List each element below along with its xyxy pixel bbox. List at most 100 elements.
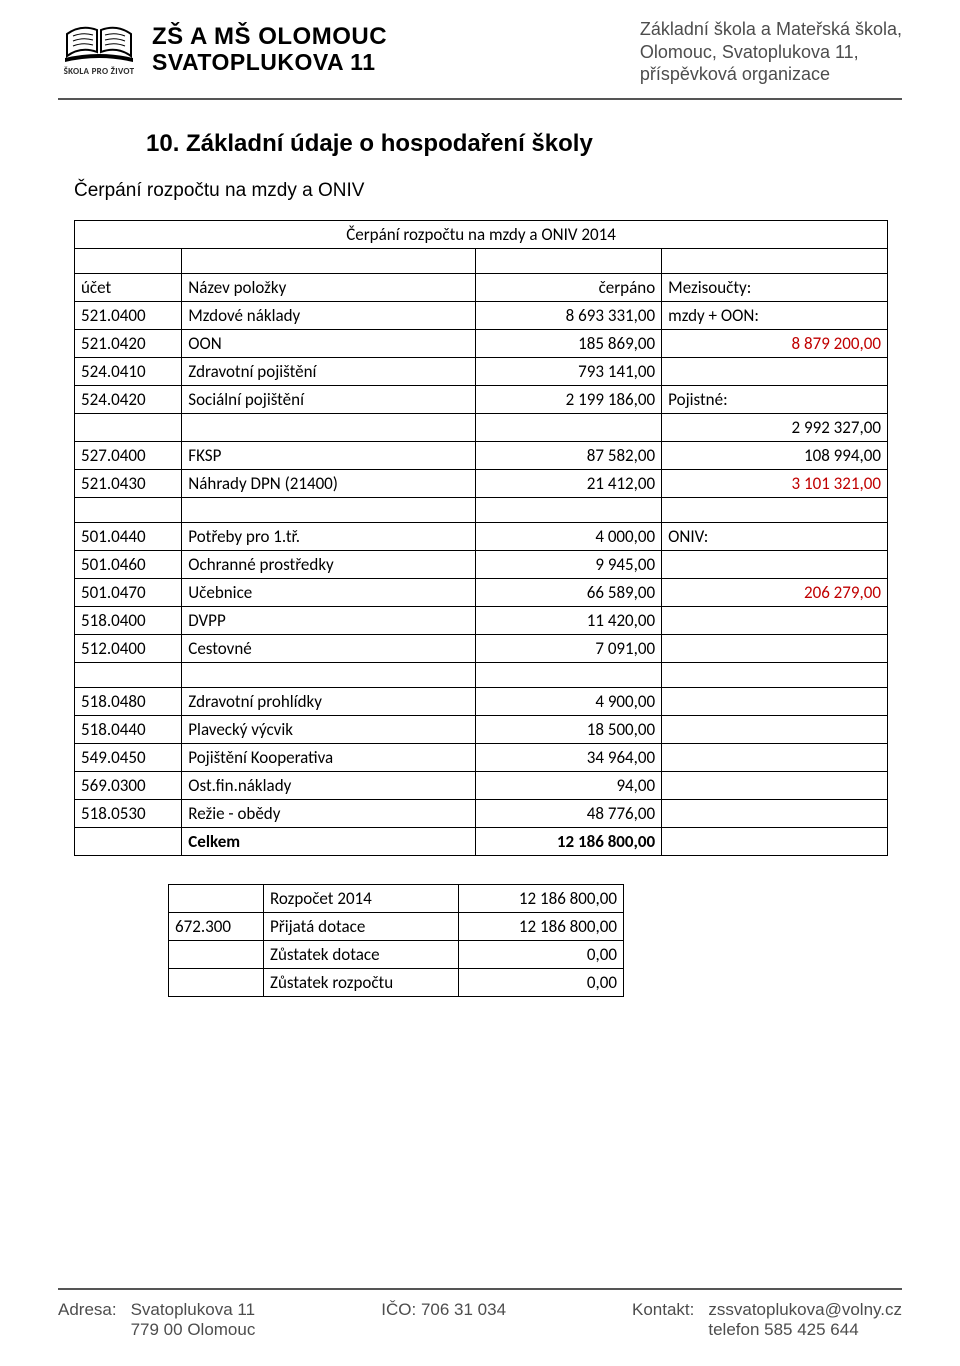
contact-line-2: telefon 585 425 644: [708, 1320, 902, 1340]
cell-note: 206 279,00: [662, 578, 888, 606]
cell-name: Cestovné: [182, 634, 476, 662]
table-row: 518.0530Režie - obědy48 776,00: [75, 799, 888, 827]
cell-acct: 518.0530: [75, 799, 182, 827]
cell-value: 12 186 800,00: [459, 884, 624, 912]
cell-acct: 521.0400: [75, 301, 182, 329]
cell-note: [662, 743, 888, 771]
summary-row: 672.300Přijatá dotace12 186 800,00: [169, 912, 624, 940]
cell-name: Sociální pojištění: [182, 385, 476, 413]
cell-acct: 501.0440: [75, 522, 182, 550]
table-row: 549.0450Pojištění Kooperativa34 964,00: [75, 743, 888, 771]
cell-value: 21 412,00: [475, 469, 661, 497]
total-label: Celkem: [182, 827, 476, 855]
brand-block: ZŠ A MŠ OLOMOUC SVATOPLUKOVA 11: [152, 24, 387, 73]
org-line-2: Olomouc, Svatoplukova 11,: [640, 41, 902, 64]
footer-ico: IČO: 706 31 034: [381, 1300, 506, 1340]
cell-note: [662, 687, 888, 715]
total-value: 12 186 800,00: [475, 827, 661, 855]
summary-table: Rozpočet 201412 186 800,00672.300Přijatá…: [168, 884, 624, 997]
cell-value: 94,00: [475, 771, 661, 799]
cell-value: 7 091,00: [475, 634, 661, 662]
cell-acct: 524.0420: [75, 385, 182, 413]
address-label: Adresa:: [58, 1300, 117, 1340]
cell-note: 8 879 200,00: [662, 329, 888, 357]
cell-note: [662, 550, 888, 578]
cell-acct: 501.0460: [75, 550, 182, 578]
contact-label: Kontakt:: [632, 1300, 694, 1340]
table-total-row: Celkem 12 186 800,00: [75, 827, 888, 855]
col-name: Název položky: [182, 273, 476, 301]
summary-row: Zůstatek dotace0,00: [169, 940, 624, 968]
school-logo: ŠKOLA PRO ŽIVOT: [58, 18, 140, 80]
brand-line-1: ZŠ A MŠ OLOMOUC: [152, 24, 387, 49]
table-row: 569.0300Ost.fin.náklady94,00: [75, 771, 888, 799]
table-row: 518.0440Plavecký výcvik18 500,00: [75, 715, 888, 743]
cell-note: Pojistné:: [662, 385, 888, 413]
table-empty-row: [75, 497, 888, 522]
footer-divider: [58, 1288, 902, 1290]
cell-note: 108 994,00: [662, 441, 888, 469]
col-spent: čerpáno: [475, 273, 661, 301]
table-row: 501.0460Ochranné prostředky9 945,00: [75, 550, 888, 578]
cell-acct: 549.0450: [75, 743, 182, 771]
logo-caption: ŠKOLA PRO ŽIVOT: [64, 66, 135, 77]
cell-acct: 518.0400: [75, 606, 182, 634]
footer-address: Adresa: Svatoplukova 11 779 00 Olomouc: [58, 1300, 255, 1340]
cell-value: 4 900,00: [475, 687, 661, 715]
summary-row: Zůstatek rozpočtu0,00: [169, 968, 624, 996]
cell-acct: 521.0430: [75, 469, 182, 497]
section-title: 10. Základní údaje o hospodaření školy: [146, 130, 888, 158]
table-caption-row: Čerpání rozpočtu na mzdy a ONIV 2014: [75, 220, 888, 248]
col-subtotal: Mezisoučty:: [662, 273, 888, 301]
table-row: 518.0480Zdravotní prohlídky4 900,00: [75, 687, 888, 715]
cell-value: 12 186 800,00: [459, 912, 624, 940]
cell-note: [662, 771, 888, 799]
cell-acct: 524.0410: [75, 357, 182, 385]
cell-value: 9 945,00: [475, 550, 661, 578]
cell-note: [662, 357, 888, 385]
cell-value: [475, 413, 661, 441]
table-row: 512.0400Cestovné7 091,00: [75, 634, 888, 662]
cell-acct: [169, 884, 264, 912]
cell-value: 34 964,00: [475, 743, 661, 771]
table-row: 501.0440Potřeby pro 1.tř.4 000,00ONIV:: [75, 522, 888, 550]
cell-name: Ochranné prostředky: [182, 550, 476, 578]
page-footer: Adresa: Svatoplukova 11 779 00 Olomouc I…: [58, 1288, 902, 1340]
budget-table: Čerpání rozpočtu na mzdy a ONIV 2014 úče…: [74, 220, 888, 856]
org-name-block: Základní škola a Mateřská škola, Olomouc…: [640, 18, 902, 86]
cell-acct: [169, 968, 264, 996]
cell-value: 48 776,00: [475, 799, 661, 827]
table-row: 524.0420Sociální pojištění2 199 186,00Po…: [75, 385, 888, 413]
cell-note: mzdy + OON:: [662, 301, 888, 329]
cell-value: 87 582,00: [475, 441, 661, 469]
table-empty-row: [75, 248, 888, 273]
cell-value: 66 589,00: [475, 578, 661, 606]
cell-name: Potřeby pro 1.tř.: [182, 522, 476, 550]
cell-note: ONIV:: [662, 522, 888, 550]
cell-note: [662, 715, 888, 743]
main-content: 10. Základní údaje o hospodaření školy Č…: [58, 100, 902, 997]
cell-acct: 501.0470: [75, 578, 182, 606]
table-row: 521.0400Mzdové náklady8 693 331,00mzdy +…: [75, 301, 888, 329]
cell-acct: 518.0440: [75, 715, 182, 743]
cell-acct: 569.0300: [75, 771, 182, 799]
summary-row: Rozpočet 201412 186 800,00: [169, 884, 624, 912]
cell-name: Plavecký výcvik: [182, 715, 476, 743]
org-line-3: příspěvková organizace: [640, 63, 902, 86]
cell-name: Přijatá dotace: [264, 912, 459, 940]
table-row: 2 992 327,00: [75, 413, 888, 441]
table-row: 501.0470Učebnice66 589,00206 279,00: [75, 578, 888, 606]
cell-note: 2 992 327,00: [662, 413, 888, 441]
cell-value: 2 199 186,00: [475, 385, 661, 413]
table-row: 524.0410Zdravotní pojištění793 141,00: [75, 357, 888, 385]
org-line-1: Základní škola a Mateřská škola,: [640, 18, 902, 41]
contact-line-1: zssvatoplukova@volny.cz: [708, 1300, 902, 1320]
table-row: 518.0400DVPP11 420,00: [75, 606, 888, 634]
cell-name: Pojištění Kooperativa: [182, 743, 476, 771]
cell-value: 4 000,00: [475, 522, 661, 550]
cell-value: 793 141,00: [475, 357, 661, 385]
cell-acct: 521.0420: [75, 329, 182, 357]
section-subtitle: Čerpání rozpočtu na mzdy a ONIV: [74, 180, 888, 202]
cell-name: Ost.fin.náklady: [182, 771, 476, 799]
cell-note: [662, 634, 888, 662]
